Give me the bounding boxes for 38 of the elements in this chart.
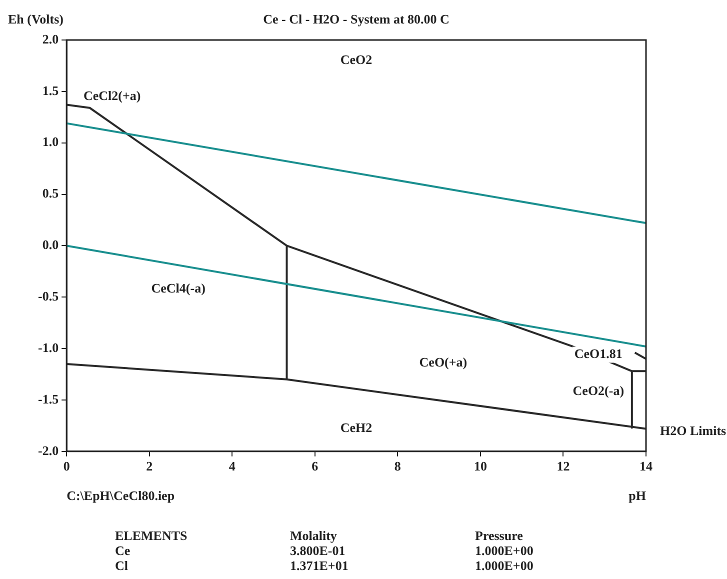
x-tick-label: 12 [556, 458, 570, 474]
annotation: CeH2 [340, 420, 372, 436]
text: H2O Limits [660, 423, 726, 440]
x-axis-title: pH [628, 488, 646, 503]
x-tick-label: 6 [312, 458, 319, 474]
y-tick-label: -0.5 [38, 288, 60, 304]
y-tick-label: 1.0 [42, 134, 59, 150]
y-tick-label: 0.5 [42, 186, 60, 201]
text: C:\EpH\CeCl80.iep [66, 488, 175, 504]
annotation: CeO2(-a) [572, 383, 624, 398]
y-tick-label: 2.0 [42, 31, 59, 46]
y-tick-label: 0.0 [42, 237, 59, 252]
x-tick-label: 8 [394, 458, 402, 474]
x-tick-label: 10 [474, 458, 487, 474]
x-tick-label: 2 [146, 458, 153, 474]
text: Pressure [475, 528, 524, 543]
y-tick-label: -2.0 [38, 442, 59, 458]
y-tick-label: 1.5 [42, 82, 60, 98]
text: Ce [115, 543, 132, 558]
text: Cl [115, 558, 129, 573]
x-tick-label: 14 [640, 458, 653, 474]
annotation: CeO2 [340, 52, 372, 67]
text: 1.000E+00 [475, 558, 534, 573]
text: 3.800E-01 [290, 543, 346, 558]
annotation: CeO(+a) [419, 354, 468, 370]
chart-title: Ce - Cl - H2O - System at 80.00 C [263, 11, 450, 26]
y-tick-label: -1.0 [38, 340, 59, 355]
y-axis-title: Eh (Volts) [8, 11, 64, 26]
text: 1.000E+00 [475, 543, 534, 558]
annotation: CeCl4(-a) [151, 280, 206, 296]
x-tick-label: 0 [63, 458, 70, 474]
annotation: CeCl2(+a) [83, 88, 141, 103]
annotation: CeO1.81 [574, 346, 622, 362]
text: Molality [290, 528, 338, 543]
text: 1.371E+01 [290, 558, 350, 573]
y-tick-label: -1.5 [38, 391, 60, 406]
text: ELEMENTS [115, 528, 188, 543]
x-tick-label: 4 [228, 458, 236, 474]
